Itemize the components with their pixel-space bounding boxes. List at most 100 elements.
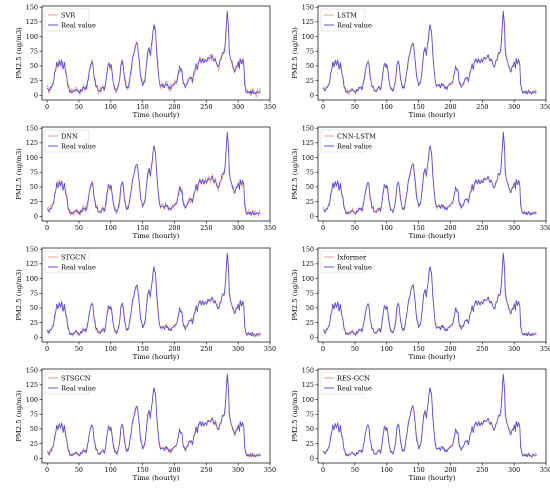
x-tick-label: 50 bbox=[75, 103, 83, 111]
legend-box bbox=[320, 250, 366, 274]
y-tick-label: 150 bbox=[26, 3, 38, 11]
legend-label: Ixformer bbox=[337, 253, 367, 261]
legend-box bbox=[44, 8, 90, 32]
real-value-line bbox=[46, 131, 261, 215]
x-tick-label: 250 bbox=[200, 466, 212, 474]
y-tick-label: 100 bbox=[26, 275, 38, 283]
legend-label: STSGCN bbox=[61, 374, 91, 382]
x-tick-label: 100 bbox=[105, 103, 117, 111]
y-tick-label: 100 bbox=[302, 33, 314, 41]
y-tick-label: 75 bbox=[306, 289, 314, 297]
y-tick-label: 150 bbox=[302, 3, 314, 11]
x-axis-label: Time (hourly) bbox=[133, 232, 180, 240]
x-tick-label: 0 bbox=[45, 345, 49, 353]
y-tick-label: 50 bbox=[30, 425, 38, 433]
y-axis-label: PM2.5 (ug/m3) bbox=[291, 390, 299, 442]
x-tick-label: 300 bbox=[232, 224, 244, 232]
legend-box bbox=[44, 250, 90, 274]
y-axis-label: PM2.5 (ug/m3) bbox=[15, 148, 23, 200]
x-tick-label: 250 bbox=[476, 345, 488, 353]
x-tick-label: 100 bbox=[381, 345, 393, 353]
x-axis-label: Time (hourly) bbox=[409, 232, 456, 240]
x-tick-label: 50 bbox=[351, 103, 359, 111]
x-tick-label: 250 bbox=[476, 103, 488, 111]
x-axis-label: Time (hourly) bbox=[133, 353, 180, 361]
y-tick-label: 100 bbox=[26, 33, 38, 41]
y-tick-label: 0 bbox=[310, 455, 314, 463]
real-value-line bbox=[46, 252, 261, 336]
y-tick-label: 150 bbox=[26, 124, 38, 132]
x-tick-label: 0 bbox=[321, 466, 325, 474]
plot-frame bbox=[317, 5, 547, 101]
x-tick-label: 0 bbox=[45, 224, 49, 232]
x-tick-label: 50 bbox=[75, 345, 83, 353]
real-value-line bbox=[322, 10, 537, 94]
y-tick-label: 0 bbox=[34, 92, 38, 100]
y-axis-label: PM2.5 (ug/m3) bbox=[291, 148, 299, 200]
y-tick-label: 100 bbox=[302, 275, 314, 283]
x-tick-label: 300 bbox=[508, 466, 520, 474]
legend-box bbox=[44, 371, 90, 395]
y-tick-label: 75 bbox=[30, 168, 38, 176]
y-axis-label: PM2.5 (ug/m3) bbox=[15, 269, 23, 321]
y-tick-label: 0 bbox=[34, 213, 38, 221]
x-axis-label: Time (hourly) bbox=[133, 111, 180, 119]
plot-frame bbox=[317, 247, 547, 343]
y-tick-label: 125 bbox=[26, 139, 38, 147]
legend-label: STGCN bbox=[61, 253, 86, 261]
y-tick-label: 0 bbox=[310, 213, 314, 221]
x-tick-label: 0 bbox=[45, 103, 49, 111]
x-tick-label: 150 bbox=[413, 466, 425, 474]
chart-panel: 0501001502002503003500255075100125150Tim… bbox=[291, 366, 550, 482]
x-tick-label: 200 bbox=[168, 103, 180, 111]
legend-label: Real value bbox=[61, 384, 96, 392]
real-value-line bbox=[46, 10, 261, 94]
y-axis-label: PM2.5 (ug/m3) bbox=[15, 27, 23, 79]
y-axis-label: PM2.5 (ug/m3) bbox=[291, 27, 299, 79]
legend-box bbox=[320, 371, 366, 395]
x-tick-label: 200 bbox=[444, 345, 456, 353]
x-tick-label: 350 bbox=[264, 345, 276, 353]
y-tick-label: 25 bbox=[30, 319, 38, 327]
y-tick-label: 125 bbox=[302, 18, 314, 26]
x-tick-label: 200 bbox=[168, 466, 180, 474]
x-tick-label: 150 bbox=[413, 345, 425, 353]
legend-label: Real value bbox=[61, 142, 96, 150]
x-tick-label: 150 bbox=[413, 103, 425, 111]
x-tick-label: 150 bbox=[137, 103, 149, 111]
y-tick-label: 100 bbox=[302, 154, 314, 162]
x-tick-label: 250 bbox=[476, 224, 488, 232]
x-tick-label: 200 bbox=[168, 345, 180, 353]
legend-label: DNN bbox=[61, 132, 78, 140]
x-tick-label: 100 bbox=[381, 224, 393, 232]
x-tick-label: 350 bbox=[540, 345, 550, 353]
x-tick-label: 50 bbox=[351, 466, 359, 474]
y-tick-label: 150 bbox=[26, 245, 38, 253]
y-tick-label: 50 bbox=[306, 183, 314, 191]
x-tick-label: 150 bbox=[413, 224, 425, 232]
x-tick-label: 150 bbox=[137, 466, 149, 474]
legend-label: RES-GCN bbox=[337, 374, 370, 382]
x-tick-label: 100 bbox=[105, 345, 117, 353]
x-tick-label: 100 bbox=[105, 466, 117, 474]
y-tick-label: 150 bbox=[302, 124, 314, 132]
x-tick-label: 0 bbox=[321, 224, 325, 232]
y-tick-label: 150 bbox=[302, 366, 314, 374]
y-tick-label: 0 bbox=[310, 334, 314, 342]
x-tick-label: 350 bbox=[264, 466, 276, 474]
y-tick-label: 0 bbox=[34, 334, 38, 342]
y-tick-label: 100 bbox=[26, 396, 38, 404]
y-tick-label: 25 bbox=[306, 198, 314, 206]
legend-label: SVR bbox=[61, 11, 76, 19]
x-tick-label: 150 bbox=[137, 345, 149, 353]
y-tick-label: 75 bbox=[30, 289, 38, 297]
x-tick-label: 50 bbox=[75, 466, 83, 474]
real-value-line bbox=[322, 131, 537, 215]
x-tick-label: 150 bbox=[137, 224, 149, 232]
y-tick-label: 125 bbox=[26, 260, 38, 268]
y-tick-label: 25 bbox=[306, 440, 314, 448]
x-tick-label: 350 bbox=[540, 224, 550, 232]
x-tick-label: 350 bbox=[264, 224, 276, 232]
